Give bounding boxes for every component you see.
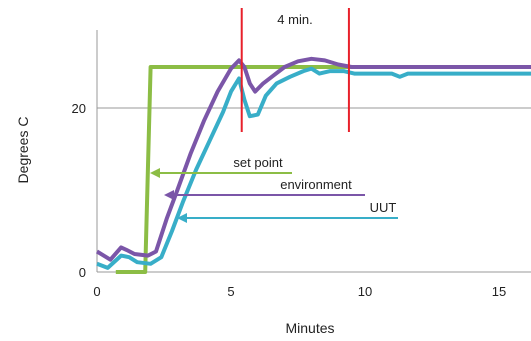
x-tick-label: 5 <box>227 284 234 299</box>
y-axis-label: Degrees C <box>15 117 31 184</box>
y-tick-label: 0 <box>79 265 86 280</box>
series-line-environment <box>95 56 531 262</box>
x-tick-label: 10 <box>358 284 372 299</box>
annotation-uut: UUT <box>177 200 398 223</box>
x-axis-label: Minutes <box>285 320 334 336</box>
annotation-uut-label: UUT <box>370 200 397 215</box>
y-tick-label: 20 <box>72 101 86 116</box>
annotation-set-point-label: set point <box>233 155 283 170</box>
x-tick-label: 0 <box>93 284 100 299</box>
series-line-uut <box>96 66 531 270</box>
annotation-set-point: set point <box>150 155 292 178</box>
series-line-set-point <box>115 65 531 274</box>
annotation-environment-label: environment <box>280 177 352 192</box>
annotation-environment: environment <box>164 177 365 200</box>
x-tick-label: 15 <box>492 284 506 299</box>
interval-label: 4 min. <box>277 12 312 27</box>
